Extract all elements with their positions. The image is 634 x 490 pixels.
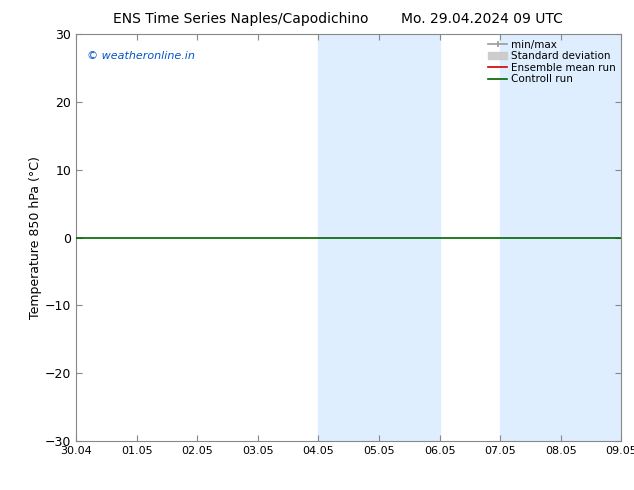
Bar bbox=[560, 34, 621, 441]
Text: ENS Time Series Naples/Capodichino: ENS Time Series Naples/Capodichino bbox=[113, 12, 368, 26]
Bar bbox=[500, 34, 560, 441]
Text: Mo. 29.04.2024 09 UTC: Mo. 29.04.2024 09 UTC bbox=[401, 12, 563, 26]
Bar bbox=[379, 34, 439, 441]
Bar bbox=[318, 34, 379, 441]
Y-axis label: Temperature 850 hPa (°C): Temperature 850 hPa (°C) bbox=[29, 156, 42, 319]
Text: © weatheronline.in: © weatheronline.in bbox=[87, 50, 195, 61]
Legend: min/max, Standard deviation, Ensemble mean run, Controll run: min/max, Standard deviation, Ensemble me… bbox=[486, 37, 618, 86]
